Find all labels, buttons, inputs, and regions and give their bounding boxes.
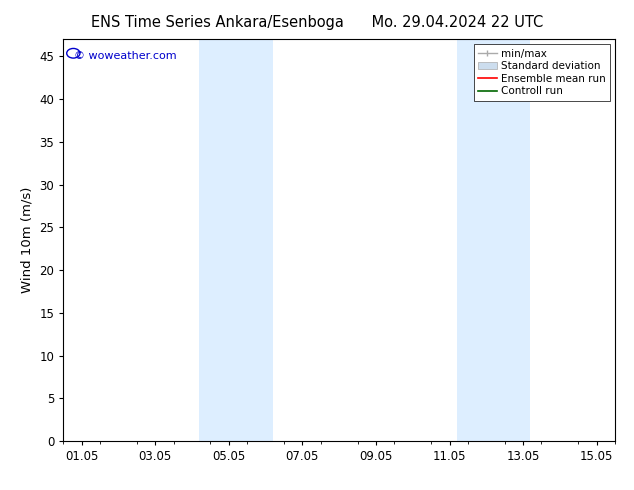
Bar (200, 39, 236, 441)
Text: ENS Time Series Ankara/Esenboga      Mo. 29.04.2024 22 UTC: ENS Time Series Ankara/Esenboga Mo. 29.0… (91, 15, 543, 30)
Y-axis label: Wind 10m (m/s): Wind 10m (m/s) (21, 187, 34, 294)
Bar (494, 39, 531, 441)
Bar (457, 39, 494, 441)
Text: © woweather.com: © woweather.com (74, 51, 177, 61)
Legend: min/max, Standard deviation, Ensemble mean run, Controll run: min/max, Standard deviation, Ensemble me… (474, 45, 610, 100)
Bar (236, 39, 273, 441)
